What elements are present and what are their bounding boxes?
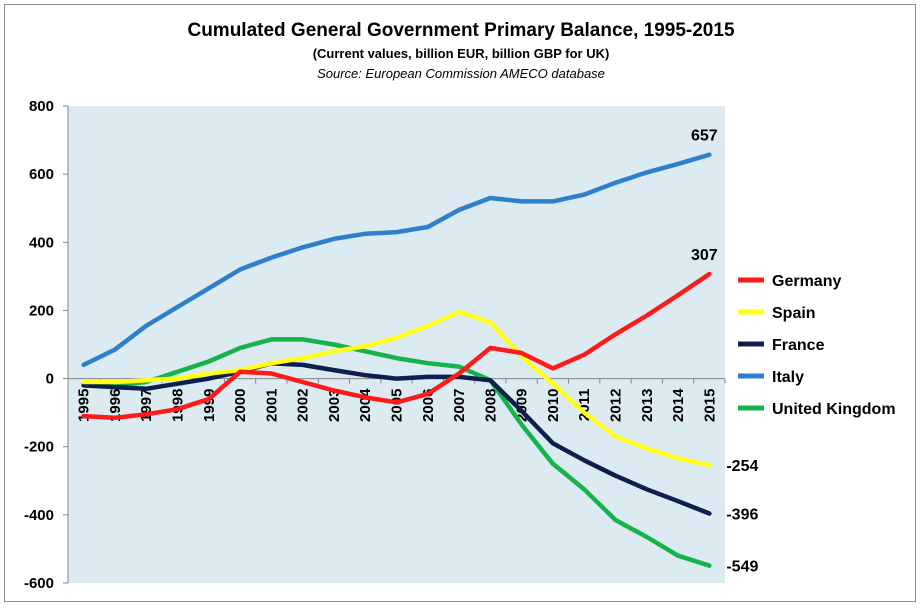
chart-source: Source: European Commission AMECO databa… [317, 66, 605, 81]
series-line-germany [81, 271, 712, 421]
x-tick-label: 2007 [451, 389, 468, 422]
x-tick-label: 2008 [482, 389, 499, 422]
y-tick-label: -200 [24, 439, 54, 456]
chart-subtitle: (Current values, billion EUR, billion GB… [312, 46, 610, 61]
y-tick-label: -600 [24, 575, 54, 592]
x-tick-label: 2014 [670, 388, 687, 422]
legend-label: Italy [772, 369, 804, 386]
legend-label: United Kingdom [772, 401, 896, 418]
chart-title: Cumulated General Government Primary Bal… [187, 20, 735, 41]
series-line-france [81, 360, 712, 516]
x-tick-label: 2013 [639, 389, 656, 422]
end-value-label: -549 [726, 559, 758, 576]
x-tick-label: 1998 [170, 389, 187, 422]
end-value-label: -396 [726, 506, 758, 523]
x-tick-label: 2011 [576, 389, 593, 422]
legend-label: Germany [772, 273, 841, 290]
x-tick-label: 2001 [263, 389, 280, 422]
end-value-label: 657 [691, 128, 718, 145]
x-tick-label: 2005 [389, 389, 406, 422]
y-tick-label: 800 [29, 98, 54, 115]
x-tick-label: 2000 [232, 389, 249, 422]
y-tick-label: 200 [29, 302, 54, 319]
y-tick-label: 400 [29, 234, 54, 251]
legend-label: France [772, 337, 825, 354]
y-tick-label: 600 [29, 166, 54, 183]
x-tick-label: 2010 [545, 389, 562, 422]
end-value-label: 307 [691, 247, 718, 264]
x-tick-label: 1996 [107, 389, 124, 422]
legend-label: Spain [772, 305, 816, 322]
x-tick-label: 1995 [76, 389, 93, 422]
x-tick-label: 2003 [326, 389, 343, 422]
x-tick-label: 2012 [608, 389, 625, 422]
x-tick-label: 2002 [295, 389, 312, 422]
series-line-spain [81, 309, 712, 468]
end-value-label: -254 [726, 458, 758, 475]
plot-area [68, 106, 725, 583]
x-tick-label: 2004 [357, 388, 374, 422]
series-line-united-kingdom [81, 337, 712, 568]
y-tick-label: 0 [46, 371, 54, 388]
x-tick-label: 2015 [701, 389, 718, 422]
y-tick-label: -400 [24, 507, 54, 524]
series-line-italy [81, 152, 712, 368]
